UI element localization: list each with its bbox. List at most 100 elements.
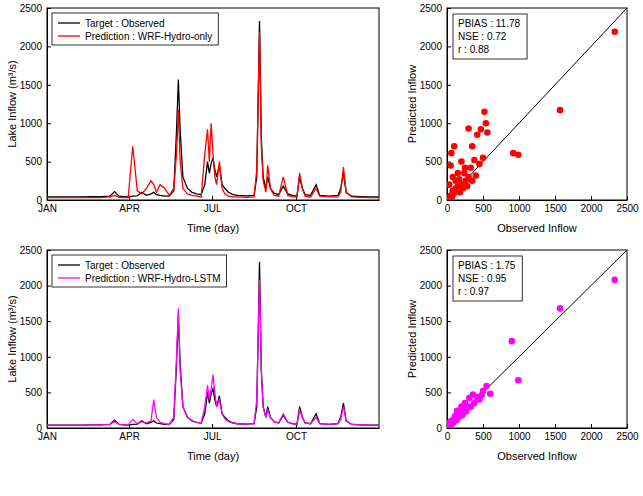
tick-label: 1500 [420, 80, 443, 91]
scatter-point [474, 131, 481, 138]
y-axis-title: Predicted Inflow [406, 300, 418, 378]
tick: 1500 [544, 196, 567, 214]
tick: 2000 [20, 41, 51, 52]
tick-mark [447, 321, 451, 322]
axis: 05001000150020002500 [445, 196, 639, 214]
legend-box [52, 255, 227, 287]
axis-line [47, 9, 48, 201]
tick-mark [47, 200, 51, 201]
tick-mark [447, 250, 451, 251]
scatter-point [510, 150, 517, 157]
scatter-point [611, 29, 618, 36]
scatter-point [456, 176, 463, 183]
legend: Target : Observed Prediction : WRF-Hydro-… [52, 13, 218, 45]
axis: JANAPRJULOCT [38, 424, 379, 442]
annotation: NSE : 0.95 [458, 273, 507, 284]
x-axis-title: Time (day) [187, 222, 239, 234]
tick: 1500 [420, 80, 451, 91]
tick-label: 0 [445, 203, 451, 214]
axis: 05001000150020002500 [420, 3, 451, 206]
scatter-point [557, 305, 564, 312]
tick-mark [47, 357, 51, 358]
scatter-point [509, 338, 516, 345]
tick-mark [212, 196, 213, 200]
tick: 1000 [508, 196, 531, 214]
scatter-point [480, 388, 487, 395]
series-line [47, 280, 379, 425]
tick-mark [47, 321, 51, 322]
axis-line [448, 200, 628, 201]
tick-label: 500 [425, 387, 442, 398]
series-line [47, 32, 379, 198]
tick-label: JUL [204, 203, 222, 214]
scatter-point [450, 191, 457, 198]
x-axis-title: Time (day) [187, 450, 239, 462]
axis: 05001000150020002500 [20, 245, 51, 434]
tick: JUL [204, 196, 222, 214]
scatter-point [515, 377, 522, 384]
legend-swatch [58, 264, 80, 265]
tick-label: 2500 [20, 245, 43, 256]
tick: 2000 [20, 280, 51, 291]
tick-mark [47, 286, 51, 287]
tick: 500 [475, 424, 492, 442]
tick-mark [47, 85, 51, 86]
annotation: NSE : 0.72 [458, 31, 507, 42]
tick-label: 500 [475, 431, 492, 442]
tick: 2500 [420, 3, 451, 14]
tick: OCT [286, 424, 307, 442]
tick-mark [519, 424, 520, 428]
legend-swatch [58, 35, 80, 36]
tick: OCT [286, 196, 307, 214]
tick: 2500 [20, 3, 51, 14]
tick-label: 2500 [616, 203, 639, 214]
tick-mark [447, 123, 451, 124]
tick-mark [447, 392, 451, 393]
tick-label: 2000 [20, 41, 43, 52]
tick: 1500 [544, 424, 567, 442]
y-axis-title: Lake Inflow (m³/s) [6, 60, 18, 147]
annotation-frame [453, 256, 522, 301]
tick-mark [627, 196, 628, 200]
tick-mark [591, 196, 592, 200]
legend-item: Prediction : WRF-Hydro-only [58, 31, 212, 42]
tick-mark [212, 424, 213, 428]
tick-label: 2500 [420, 245, 443, 256]
tick-label: 2500 [616, 431, 639, 442]
tick-mark [47, 392, 51, 393]
y-axis-title: Predicted Inflow [406, 65, 418, 143]
annotation-frame [453, 14, 527, 59]
tick-mark [447, 85, 451, 86]
x-axis-title: Observed Inflow [497, 222, 577, 234]
tick-mark [519, 196, 520, 200]
tick-label: 1500 [420, 316, 443, 327]
annotation: PBIAS : 11.78 [458, 18, 521, 29]
legend-label: Target : Observed [85, 18, 164, 29]
plot-frame [47, 250, 379, 428]
tick-label: 0 [36, 423, 42, 434]
scatter-point [467, 164, 474, 171]
tick: 1000 [20, 352, 51, 363]
tick-label: 2000 [420, 280, 443, 291]
scatter-point [469, 178, 476, 185]
plot-area [47, 21, 379, 198]
tick: 2500 [616, 424, 639, 442]
scatter-point [478, 126, 485, 133]
scatter-point [476, 396, 483, 403]
panel: JANAPRJULOCT05001000150020002500Time (da… [6, 245, 380, 462]
plot-frame [447, 8, 627, 200]
tick: 1000 [508, 424, 531, 442]
tick-label: 500 [25, 387, 42, 398]
tick-label: 2000 [20, 280, 43, 291]
scatter-point [464, 183, 471, 190]
plot-frame [47, 8, 379, 200]
tick-label: 1000 [420, 352, 443, 363]
identity-line [447, 8, 627, 200]
legend-swatch [58, 277, 80, 278]
tick: 2500 [616, 196, 639, 214]
legend-item: Prediction : WRF-Hydro-LSTM [58, 273, 221, 284]
scatter-point [458, 158, 465, 165]
figure: JANAPRJULOCT05001000150020002500Time (da… [0, 0, 643, 496]
legend-item: Target : Observed [58, 260, 164, 271]
scatter-point [462, 408, 469, 415]
